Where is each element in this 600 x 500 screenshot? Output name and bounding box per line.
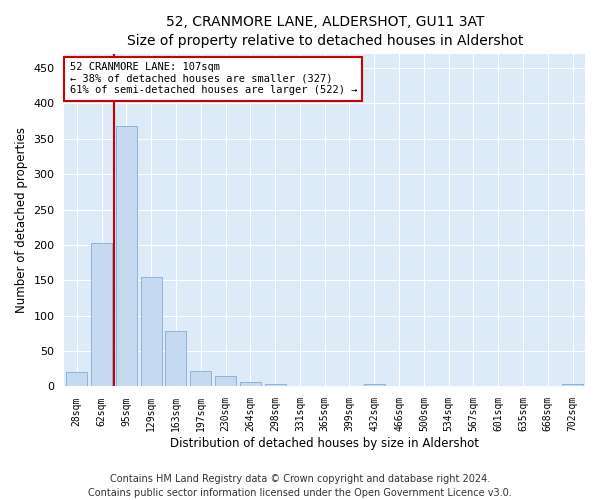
Bar [190,371,211,386]
Title: 52, CRANMORE LANE, ALDERSHOT, GU11 3AT
Size of property relative to detached hou: 52, CRANMORE LANE, ALDERSHOT, GU11 3AT S… [127,15,523,48]
Text: Contains HM Land Registry data © Crown copyright and database right 2024.
Contai: Contains HM Land Registry data © Crown c… [88,474,512,498]
X-axis label: Distribution of detached houses by size in Aldershot: Distribution of detached houses by size … [170,437,479,450]
Bar [562,384,583,386]
Bar [140,277,162,386]
Bar [116,126,137,386]
Bar [240,382,261,386]
Bar [364,384,385,386]
Bar [215,376,236,386]
Bar [265,384,286,386]
Bar [91,243,112,386]
Text: 52 CRANMORE LANE: 107sqm
← 38% of detached houses are smaller (327)
61% of semi-: 52 CRANMORE LANE: 107sqm ← 38% of detach… [70,62,357,96]
Bar [166,332,187,386]
Y-axis label: Number of detached properties: Number of detached properties [15,127,28,313]
Bar [66,372,88,386]
